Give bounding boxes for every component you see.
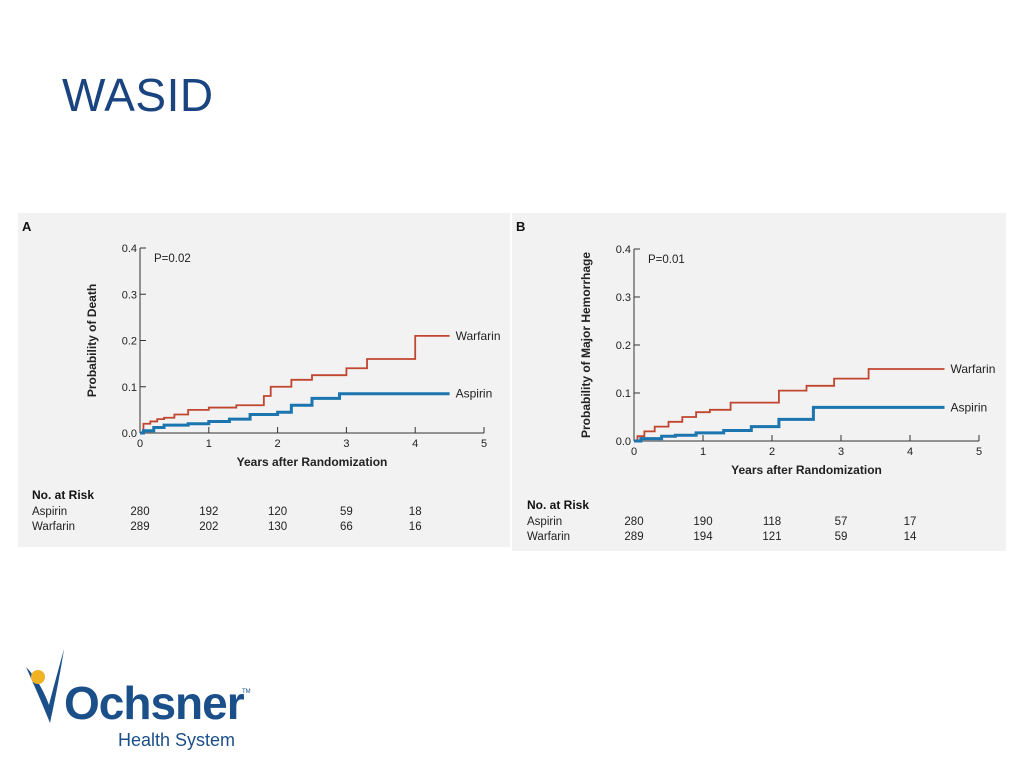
risk-value: 66 (340, 521, 353, 533)
risk-row-label: Warfarin (32, 521, 75, 533)
risk-row-label: Aspirin (527, 516, 562, 528)
y-tick-label: 0.3 (616, 292, 631, 304)
risk-value: 59 (340, 506, 353, 518)
risk-value: 14 (904, 531, 917, 543)
y-tick-label: 0.2 (616, 340, 631, 352)
series-line-warfarin (140, 334, 450, 434)
logo-wordmark: Ochsner (64, 677, 245, 729)
y-tick-label: 0.3 (122, 289, 137, 301)
x-tick-label: 4 (412, 438, 418, 450)
logo-tm: TM (242, 689, 251, 695)
p-value-annotation: P=0.02 (154, 253, 191, 265)
risk-value: 121 (762, 531, 781, 543)
risk-value: 120 (268, 506, 287, 518)
risk-table-title: No. at Risk (527, 498, 589, 512)
p-value-annotation: P=0.01 (648, 254, 685, 266)
x-tick-label: 0 (137, 438, 143, 450)
x-tick-label: 2 (769, 446, 775, 458)
y-tick-label: 0.1 (616, 388, 631, 400)
slide-title: WASID (62, 69, 214, 121)
series-label-aspirin: Aspirin (951, 400, 988, 414)
logo-v-shape (26, 649, 64, 723)
series-line-warfarin (634, 368, 945, 442)
series-line-aspirin (634, 405, 945, 443)
panel-letter: A (22, 219, 32, 234)
logo-subtitle: Health System (118, 730, 235, 750)
x-axis-title: Years after Randomization (731, 463, 882, 477)
x-tick-label: 3 (343, 438, 349, 450)
x-tick-label: 5 (976, 446, 982, 458)
x-tick-label: 2 (275, 438, 281, 450)
risk-value: 18 (409, 506, 422, 518)
risk-value: 57 (835, 516, 848, 528)
y-tick-label: 0.0 (616, 436, 631, 448)
risk-value: 17 (904, 516, 917, 528)
risk-value: 202 (199, 521, 218, 533)
risk-table-title: No. at Risk (32, 488, 94, 502)
risk-value: 289 (624, 531, 643, 543)
risk-value: 190 (693, 516, 712, 528)
risk-value: 289 (130, 521, 149, 533)
series-line-aspirin (140, 392, 450, 435)
chart-panel-a: A 0.0 0.1 0.2 0.3 0.4 0 1 2 3 4 5 Years after Rando… (18, 213, 510, 547)
logo-gold-dot (31, 670, 45, 684)
x-tick-label: 5 (481, 438, 487, 450)
series-label-warfarin: Warfarin (951, 362, 996, 376)
chart-b-svg: B 0.0 0.1 0.2 0.3 0.4 0 1 2 3 4 5 Years after Rando… (516, 219, 996, 543)
risk-value: 130 (268, 521, 287, 533)
x-tick-label: 1 (206, 438, 212, 450)
ochsner-logo: Ochsner TM Health System (20, 645, 260, 755)
risk-value: 280 (130, 506, 149, 518)
x-tick-label: 1 (700, 446, 706, 458)
risk-row-label: Aspirin (32, 506, 67, 518)
y-tick-label: 0.0 (122, 428, 137, 440)
risk-value: 59 (835, 531, 848, 543)
x-tick-label: 3 (838, 446, 844, 458)
y-axis-title: Probability of Death (85, 284, 99, 397)
ochsner-logo-mark: Ochsner TM Health System (26, 649, 251, 750)
chart-panel-b: B 0.0 0.1 0.2 0.3 0.4 0 1 2 3 4 5 Years after Rando… (512, 213, 1006, 551)
risk-row-label: Warfarin (527, 531, 570, 543)
risk-value: 16 (409, 521, 422, 533)
y-tick-label: 0.4 (616, 244, 631, 256)
y-tick-label: 0.4 (122, 243, 137, 255)
y-axis-title: Probability of Major Hemorrhage (579, 252, 593, 438)
y-tick-label: 0.1 (122, 382, 137, 394)
risk-value: 118 (763, 516, 781, 528)
series-label-aspirin: Aspirin (456, 387, 493, 401)
risk-value: 280 (624, 516, 643, 528)
risk-value: 192 (199, 506, 218, 518)
x-axis-title: Years after Randomization (237, 455, 388, 469)
x-tick-label: 4 (907, 446, 913, 458)
x-tick-label: 0 (631, 446, 637, 458)
y-tick-label: 0.2 (122, 336, 137, 348)
chart-a-svg: A 0.0 0.1 0.2 0.3 0.4 0 1 2 3 4 5 Years after Rando… (22, 219, 501, 533)
risk-value: 194 (693, 531, 713, 543)
panel-letter: B (516, 219, 525, 234)
series-label-warfarin: Warfarin (456, 329, 501, 343)
